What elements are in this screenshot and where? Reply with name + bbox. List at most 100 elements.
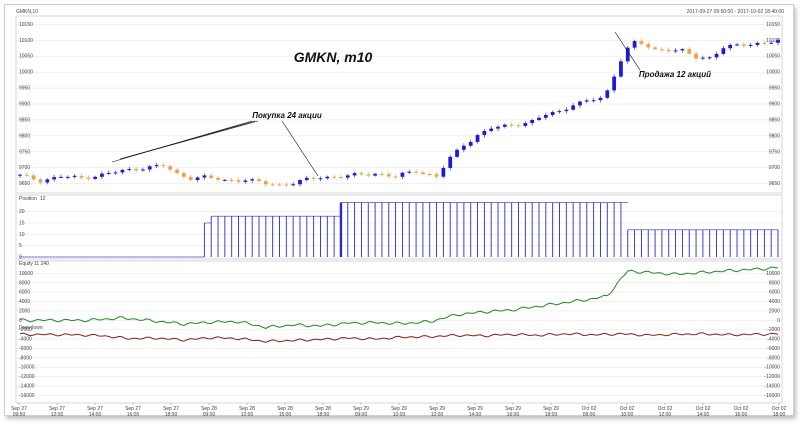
candle-body: [721, 48, 726, 54]
candle-body: [257, 179, 261, 182]
time-tick-date: Oct 02: [582, 406, 597, 412]
time-tick-time: 12:00: [659, 412, 672, 418]
candle-body: [120, 169, 125, 173]
price-tick-label: 9850: [769, 117, 780, 123]
candle-body: [250, 179, 255, 181]
equity-tick-label: -4000: [767, 337, 780, 343]
candle-body: [134, 168, 138, 171]
time-tick-time: 12:00: [431, 412, 444, 418]
candle-body: [236, 180, 241, 182]
candle-body: [414, 171, 418, 173]
candle-body: [100, 173, 104, 177]
candle-body: [31, 175, 36, 180]
candle-body: [687, 49, 692, 54]
time-tick-time: 14:00: [469, 412, 482, 418]
candle-body: [154, 165, 159, 167]
position-tick-label: 15: [19, 220, 25, 226]
equity-tick-label: 10000: [19, 271, 33, 277]
time-tick-time: 12:00: [241, 412, 254, 418]
equity-tick-label: 2000: [19, 308, 30, 314]
time-tick-date: Sep 27: [49, 406, 65, 412]
time-tick-date: Oct 02: [772, 406, 787, 412]
candle-body: [714, 53, 719, 58]
price-tick-label: 10000: [19, 70, 33, 76]
time-tick-time: 18:00: [545, 412, 558, 418]
candle-body: [660, 49, 664, 51]
time-tick-date: Sep 28: [201, 406, 217, 412]
price-tick-label: 9750: [769, 149, 780, 155]
candle-body: [557, 111, 562, 113]
time-tick-date: Sep 27: [163, 406, 179, 412]
time-tick-time: 18:00: [165, 412, 178, 418]
candle-body: [147, 166, 152, 170]
candle-body: [113, 172, 118, 174]
equity-tick-label: 2000: [769, 308, 780, 314]
position-panel-frame: [15, 194, 783, 260]
candle-body: [496, 126, 500, 129]
equity-label: Equity: [19, 261, 33, 267]
candle-body: [523, 123, 528, 126]
candle-body: [209, 175, 214, 178]
candle-body: [550, 112, 555, 115]
position-value: 12: [40, 196, 46, 202]
equity-tick-label: -2000: [19, 327, 32, 333]
candle-body: [106, 172, 111, 174]
position-bars: [20, 202, 779, 258]
time-tick-time: 12:00: [51, 412, 64, 418]
grid: [16, 24, 782, 184]
equity-tick-label: 0: [777, 318, 780, 324]
time-tick-time: 16:00: [127, 412, 140, 418]
equity-tick-label: -16000: [19, 393, 35, 399]
time-tick-time: 09:50: [13, 412, 26, 418]
candle-body: [591, 100, 596, 102]
candle-body: [639, 41, 644, 45]
position-tick-label: 10: [19, 232, 25, 238]
candle-body: [373, 173, 377, 176]
price-panel-frame: [15, 15, 783, 194]
time-tick-time: 14:00: [89, 412, 102, 418]
candle-body: [52, 177, 57, 180]
candle-body: [489, 128, 494, 132]
candle-body: [352, 173, 357, 176]
candle-body: [598, 97, 603, 101]
candle-body: [366, 174, 371, 176]
equity-tick-label: -2000: [767, 327, 780, 333]
equity-tick-label: -16000: [764, 393, 780, 399]
candle-body: [59, 176, 63, 178]
candle-body: [619, 61, 623, 77]
candle-body: [79, 175, 84, 178]
drawdown-label: Drawdown: [19, 325, 43, 331]
equity-tick-label: -12000: [764, 374, 780, 380]
candle-body: [421, 172, 425, 175]
equity-tick-label: 8000: [19, 280, 30, 286]
candle-body: [277, 184, 282, 186]
time-tick-date: Oct 02: [658, 406, 673, 412]
time-tick-time: 09:00: [355, 412, 368, 418]
candle-body: [741, 44, 746, 46]
price-tick-label: 10150: [766, 22, 780, 28]
equity-value: 11 240: [34, 261, 49, 267]
time-tick-time: 16:00: [507, 412, 520, 418]
price-tick-label: 9700: [769, 165, 780, 171]
time-tick-time: 09:00: [583, 412, 596, 418]
candle-body: [441, 167, 446, 177]
equity-tick-label: -14000: [19, 383, 35, 389]
candle-body: [127, 168, 132, 170]
candle-body: [284, 184, 289, 186]
candle-body: [386, 174, 391, 177]
candle-body: [707, 57, 712, 59]
time-tick-date: Oct 02: [696, 406, 711, 412]
time-tick-time: 10:00: [621, 412, 634, 418]
candle-body: [195, 177, 200, 180]
position-tick-label: 5: [19, 243, 22, 249]
candle-body: [182, 173, 186, 177]
candle-body: [400, 172, 405, 177]
equity-tick-label: -8000: [19, 355, 32, 361]
candle-body: [24, 174, 29, 176]
time-tick-date: Sep 29: [543, 406, 559, 412]
candle-body: [380, 173, 384, 175]
time-tick-date: Sep 27: [11, 406, 27, 412]
candle-body: [243, 180, 248, 182]
candle-body: [755, 42, 760, 45]
